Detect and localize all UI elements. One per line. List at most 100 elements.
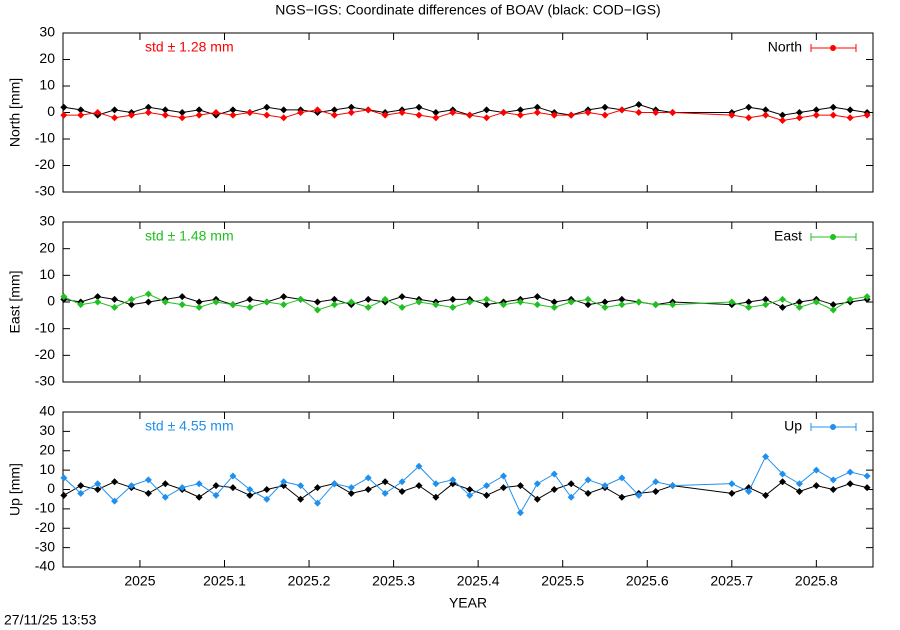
data-point: [745, 484, 753, 492]
data-point: [381, 111, 389, 119]
data-point: [533, 109, 541, 116]
data-point: [161, 111, 169, 119]
y-tick-label: -20: [35, 519, 55, 535]
data-point: [483, 491, 491, 499]
y-tick-label: -30: [35, 373, 55, 389]
data-point: [449, 476, 457, 484]
data-point: [94, 480, 102, 488]
data-point: [829, 301, 837, 309]
data-point: [364, 106, 372, 114]
data-point: [516, 298, 524, 306]
data-point: [111, 497, 119, 505]
data-point: [144, 103, 152, 111]
data-point: [381, 295, 389, 303]
data-point: [127, 482, 135, 490]
data-point: [745, 298, 753, 306]
data-point: [846, 468, 854, 476]
data-point: [567, 493, 575, 501]
data-point: [449, 295, 457, 303]
data-point: [652, 478, 660, 486]
data-point: [161, 298, 169, 306]
data-point: [77, 301, 85, 309]
data-point: [550, 111, 558, 119]
data-point: [500, 109, 508, 116]
data-point: [762, 106, 770, 114]
data-point: [466, 298, 474, 306]
data-point: [330, 301, 338, 309]
data-point: [432, 493, 440, 501]
data-point: [745, 487, 753, 495]
data-point: [381, 478, 389, 486]
data-point: [516, 509, 524, 517]
data-point: [812, 482, 820, 490]
data-point: [795, 114, 803, 122]
data-point: [127, 295, 135, 303]
data-point: [635, 101, 643, 109]
data-point: [652, 109, 660, 116]
data-point: [483, 295, 491, 303]
data-point: [94, 109, 102, 116]
data-point: [398, 109, 406, 116]
data-point: [584, 476, 592, 484]
data-point: [584, 489, 592, 497]
data-point: [111, 106, 119, 114]
data-point: [812, 298, 820, 306]
data-point: [229, 106, 237, 114]
legend-marker: [830, 45, 836, 51]
series-line: [63, 104, 868, 116]
data-point: [229, 301, 237, 309]
data-point: [779, 116, 787, 124]
data-point: [77, 489, 85, 497]
x-axis-label: YEAR: [449, 595, 487, 611]
data-point: [567, 480, 575, 488]
data-point: [483, 114, 491, 122]
data-point: [347, 484, 355, 492]
data-point: [144, 109, 152, 116]
data-point: [246, 295, 254, 303]
data-point: [483, 106, 491, 114]
y-tick-label: -10: [35, 500, 55, 516]
data-point: [313, 298, 321, 306]
y-tick-label: -20: [35, 346, 55, 362]
data-point: [364, 295, 372, 303]
data-point: [466, 491, 474, 499]
data-point: [127, 111, 135, 119]
data-point: [728, 489, 736, 497]
data-point: [863, 484, 871, 492]
data-point: [60, 103, 68, 111]
data-point: [212, 109, 220, 116]
chart-title: NGS−IGS: Coordinate differences of BOAV …: [275, 2, 660, 18]
data-point: [330, 480, 338, 488]
data-point: [195, 303, 203, 311]
data-point: [745, 303, 753, 311]
data-point: [829, 306, 837, 314]
data-point: [779, 295, 787, 303]
legend-label: Up: [784, 418, 802, 434]
data-point: [280, 293, 288, 301]
data-point: [246, 486, 254, 493]
y-axis-label: North [mm]: [7, 78, 23, 147]
y-tick-label: 30: [39, 24, 55, 40]
data-point: [178, 301, 186, 309]
data-point: [195, 106, 203, 114]
data-point: [829, 103, 837, 111]
data-point: [550, 298, 558, 306]
data-point: [483, 301, 491, 309]
data-point: [263, 298, 271, 306]
data-point: [550, 470, 558, 478]
data-point: [297, 109, 305, 116]
data-point: [432, 109, 440, 116]
data-point: [779, 478, 787, 486]
std-annotation: std ± 1.28 mm: [145, 39, 234, 55]
data-point: [432, 301, 440, 309]
data-point: [863, 293, 871, 301]
data-point: [846, 114, 854, 122]
data-point: [635, 298, 643, 306]
data-point: [516, 106, 524, 114]
series-line: [63, 481, 868, 500]
data-point: [432, 480, 440, 488]
data-point: [263, 486, 271, 493]
data-point: [728, 480, 736, 488]
data-point: [297, 495, 305, 503]
data-point: [364, 474, 372, 482]
